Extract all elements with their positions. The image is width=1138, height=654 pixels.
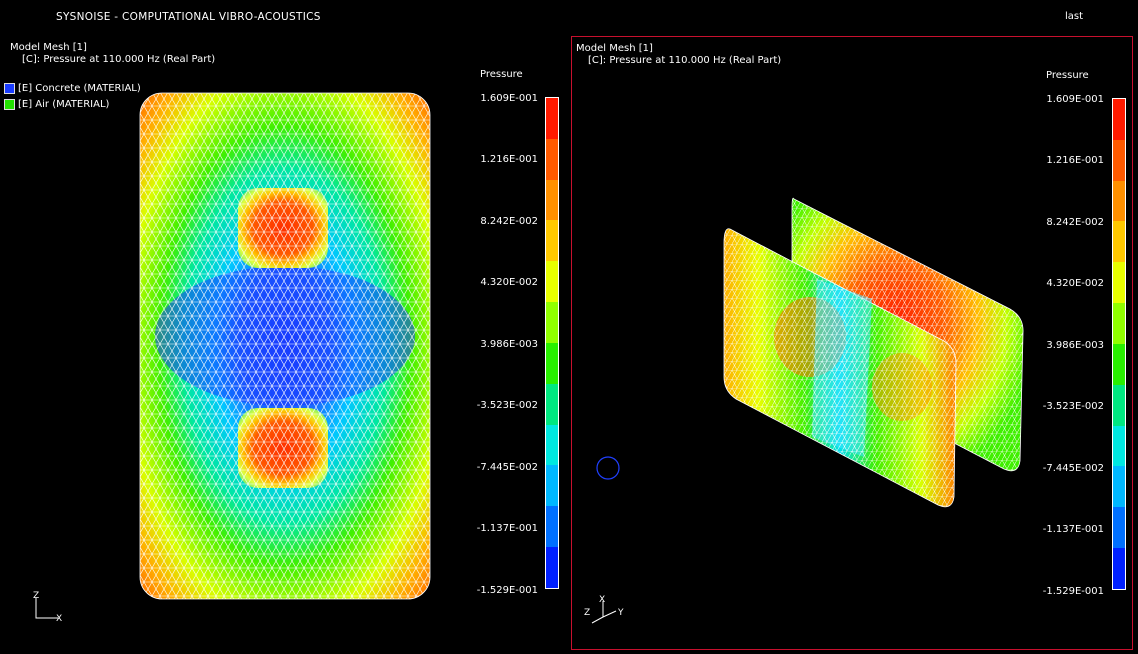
result-label: [C]: Pressure at 110.000 Hz (Real Part)	[22, 54, 216, 65]
colorbar-tick: -3.523E-002	[476, 400, 538, 411]
colorbar-tick: -1.137E-001	[1042, 524, 1104, 535]
colorbar-segment	[1113, 221, 1125, 263]
colorbar-tick: 4.320E-002	[1046, 278, 1104, 289]
pressure-contour-plot-3d[interactable]	[572, 37, 1132, 649]
colorbar-segment	[546, 261, 558, 303]
colorbar-segment	[1113, 384, 1125, 426]
result-label: [C]: Pressure at 110.000 Hz (Real Part)	[588, 55, 782, 66]
colorbar-segment	[1113, 262, 1125, 304]
colorbar-segment	[546, 138, 558, 180]
colorbar-segment	[546, 220, 558, 262]
colorbar-segment	[546, 302, 558, 343]
colorbar-tick: 8.242E-002	[1046, 217, 1104, 228]
colorbar-segment	[546, 98, 558, 139]
colorbar-segment	[1113, 99, 1125, 140]
colorbar-segment	[546, 506, 558, 548]
colorbar-tick: 3.986E-003	[1046, 340, 1104, 351]
colorbar-tick: -1.529E-001	[1042, 586, 1104, 597]
colorbar-segment	[1113, 548, 1125, 589]
colorbar-tick: 1.216E-001	[1046, 155, 1104, 166]
colorbar-tick: -3.523E-002	[1042, 401, 1104, 412]
colorbar-tick: -7.445E-002	[1042, 463, 1104, 474]
pressure-contour-plot-2d[interactable]	[0, 36, 566, 650]
colorbar-segment	[1113, 343, 1125, 385]
colorbar-tick: 1.609E-001	[1046, 94, 1104, 105]
axis-label-horizontal: X	[56, 614, 63, 624]
mesh-title: Model Mesh [1]	[576, 43, 653, 54]
colorbar-segment	[546, 465, 558, 507]
axis-label-vertical: X	[599, 595, 606, 605]
colorbar-tick: 4.320E-002	[480, 277, 538, 288]
colorbar-tick: 1.609E-001	[480, 93, 538, 104]
status-label: last	[1065, 11, 1084, 22]
legend-label: [E] Air (MATERIAL)	[18, 99, 110, 110]
legend-item-concrete[interactable]: [E] Concrete (MATERIAL)	[4, 83, 141, 94]
colorbar-tick: -1.529E-001	[476, 585, 538, 596]
colorbar-segment	[546, 383, 558, 425]
viewport-right-active[interactable]: Model Mesh [1] [C]: Pressure at 110.000 …	[571, 36, 1133, 650]
colorbar-tick: -1.137E-001	[476, 523, 538, 534]
colorbar-segment	[546, 424, 558, 466]
axis-triad-icon	[35, 598, 58, 619]
axis-triad-icon	[591, 601, 617, 624]
app-title: SYSNOISE - COMPUTATIONAL VIBRO-ACOUSTICS	[56, 11, 321, 23]
colorbar-segment	[1113, 303, 1125, 344]
colorbar-segment	[1113, 425, 1125, 467]
colorbar	[1112, 98, 1126, 590]
colorbar-segment	[546, 342, 558, 384]
colorbar-segment	[546, 179, 558, 221]
axis-label-vertical: Z	[33, 591, 40, 601]
legend-item-air[interactable]: [E] Air (MATERIAL)	[4, 99, 109, 110]
colorbar-segment	[1113, 466, 1125, 508]
colorbar-segment	[1113, 180, 1125, 222]
legend-label: [E] Concrete (MATERIAL)	[18, 83, 141, 94]
colorbar-segment	[1113, 139, 1125, 181]
colorbar-tick: -7.445E-002	[476, 462, 538, 473]
air-swatch	[4, 99, 15, 110]
colorbar-tick: 3.986E-003	[480, 339, 538, 350]
axis-label-left: Z	[584, 608, 591, 618]
viewport-left[interactable]: Model Mesh [1] [C]: Pressure at 110.000 …	[0, 36, 566, 650]
colorbar-title: Pressure	[480, 69, 523, 80]
colorbar-tick: 1.216E-001	[480, 154, 538, 165]
pick-marker-icon	[596, 456, 620, 480]
colorbar	[545, 97, 559, 589]
colorbar-segment	[546, 547, 558, 588]
mesh-title: Model Mesh [1]	[10, 42, 87, 53]
colorbar-tick: 8.242E-002	[480, 216, 538, 227]
concrete-swatch	[4, 83, 15, 94]
colorbar-title: Pressure	[1046, 70, 1089, 81]
axis-label-right: Y	[618, 608, 624, 618]
colorbar-segment	[1113, 507, 1125, 549]
